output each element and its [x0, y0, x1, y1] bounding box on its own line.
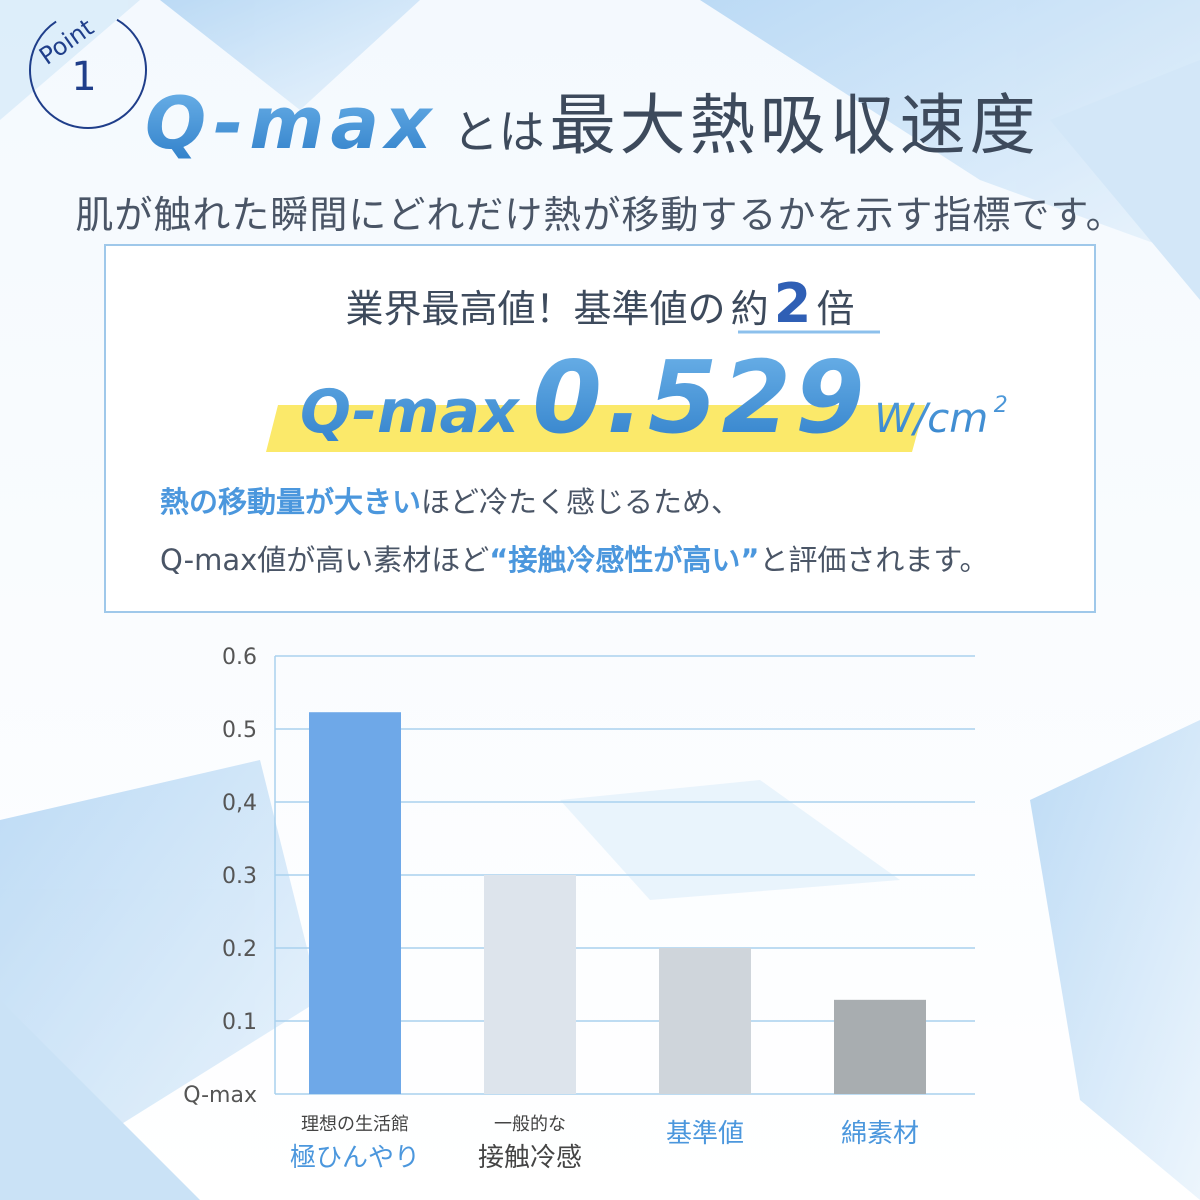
- headline-text: 業界最高値！基準値の: [346, 287, 726, 331]
- bar: [834, 999, 926, 1094]
- bar: [309, 712, 401, 1094]
- bar: [659, 948, 751, 1094]
- y-tick-label: 0.5: [222, 718, 257, 743]
- bar: [484, 875, 576, 1094]
- text: ほど冷たく感じるため、: [421, 485, 740, 519]
- headline-text: 約: [731, 287, 769, 331]
- title: Q-max とは 最大熱吸収速度: [145, 81, 1040, 165]
- x-tick-note: 理想の生活館: [301, 1114, 409, 1135]
- point-circle: [29, 11, 147, 129]
- y-tick-label: 0.1: [222, 1010, 257, 1035]
- x-tick-note: 一般的な: [494, 1114, 566, 1135]
- point-number: 1: [71, 54, 96, 100]
- headline: 業界最高値！基準値の 約 2 倍: [346, 272, 855, 335]
- title-particle: とは: [453, 105, 545, 159]
- line1: 熱の移動量が大きいほど冷たく感じるため、: [160, 485, 740, 519]
- x-tick-label: 極ひんやり: [290, 1143, 420, 1173]
- x-tick-label: 綿素材: [841, 1119, 919, 1149]
- emphasis: “接触冷感性が高い”: [489, 543, 759, 577]
- headline-text: 倍: [816, 287, 854, 331]
- value-unit: W/cm: [874, 396, 988, 442]
- x-tick-label: 基準値: [666, 1119, 744, 1149]
- value: Q-max 0.529 W/cm 2: [300, 339, 1008, 456]
- title-main: 最大熱吸収速度: [550, 87, 1040, 164]
- value-unit-power: 2: [994, 393, 1008, 418]
- title-brand: Q-max: [145, 81, 437, 165]
- value-brand: Q-max: [300, 377, 521, 447]
- y-tick-label: 0.6: [222, 645, 257, 670]
- subtitle: 肌が触れた瞬間にどれだけ熱が移動するかを示す指標です。: [75, 193, 1124, 237]
- y-tick-label: 0.2: [222, 937, 257, 962]
- y-tick-label: 0.3: [222, 864, 257, 889]
- y-tick-label: Q-max: [183, 1083, 257, 1108]
- value-number: 0.529: [532, 339, 868, 456]
- emphasis: 熱の移動量が大きい: [160, 485, 421, 519]
- text: と評価されます。: [759, 543, 988, 577]
- x-tick-label: 接触冷感: [478, 1143, 582, 1173]
- text: Q-max値が高い素材ほど: [160, 543, 489, 577]
- headline-number: 2: [774, 272, 812, 335]
- highlight: [266, 405, 925, 452]
- y-tick-label: 0,4: [222, 791, 257, 816]
- line2: Q-max値が高い素材ほど“接触冷感性が高い”と評価されます。: [160, 543, 989, 577]
